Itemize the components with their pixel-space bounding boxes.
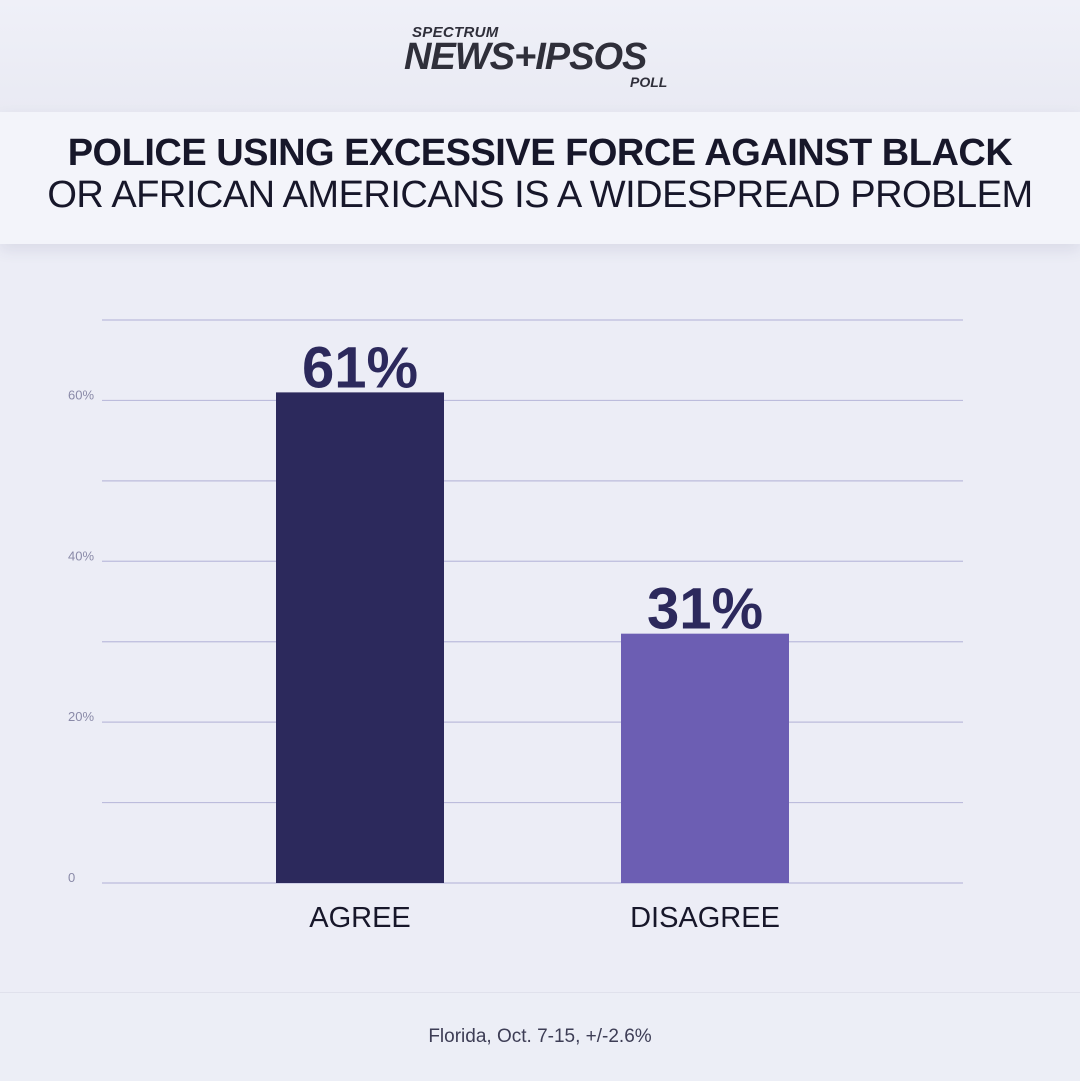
bar-disagree xyxy=(621,633,789,883)
y-tick-label: 20% xyxy=(68,709,94,724)
data-label-agree: 61% xyxy=(302,335,418,400)
chart-title-line-2: OR AFRICAN AMERICANS IS A WIDESPREAD PRO… xyxy=(47,174,1033,216)
y-tick-label: 60% xyxy=(68,387,94,402)
bar-agree xyxy=(276,392,444,883)
x-category-label: DISAGREE xyxy=(630,902,780,934)
header-band xyxy=(0,0,1080,112)
logo-spectrum-text: SPECTRUM xyxy=(412,24,499,41)
x-category-label: AGREE xyxy=(309,902,411,934)
y-tick-label: 40% xyxy=(68,548,94,563)
footer-band xyxy=(0,992,1080,1081)
logo-poll-text: POLL xyxy=(630,74,668,90)
title-band xyxy=(0,112,1080,244)
data-label-disagree: 31% xyxy=(647,577,763,642)
chart-title-line-1: POLICE USING EXCESSIVE FORCE AGAINST BLA… xyxy=(67,132,1013,174)
y-tick-label: 0 xyxy=(68,870,75,885)
footer-note: Florida, Oct. 7-15, +/-2.6% xyxy=(428,1026,652,1047)
spectrum-news-ipsos-logo: SPECTRUM NEWS+IPSOS POLL xyxy=(0,24,1080,94)
logo-main-text: NEWS+IPSOS xyxy=(404,36,647,78)
chart-title: POLICE USING EXCESSIVE FORCE AGAINST BLA… xyxy=(0,132,1080,216)
